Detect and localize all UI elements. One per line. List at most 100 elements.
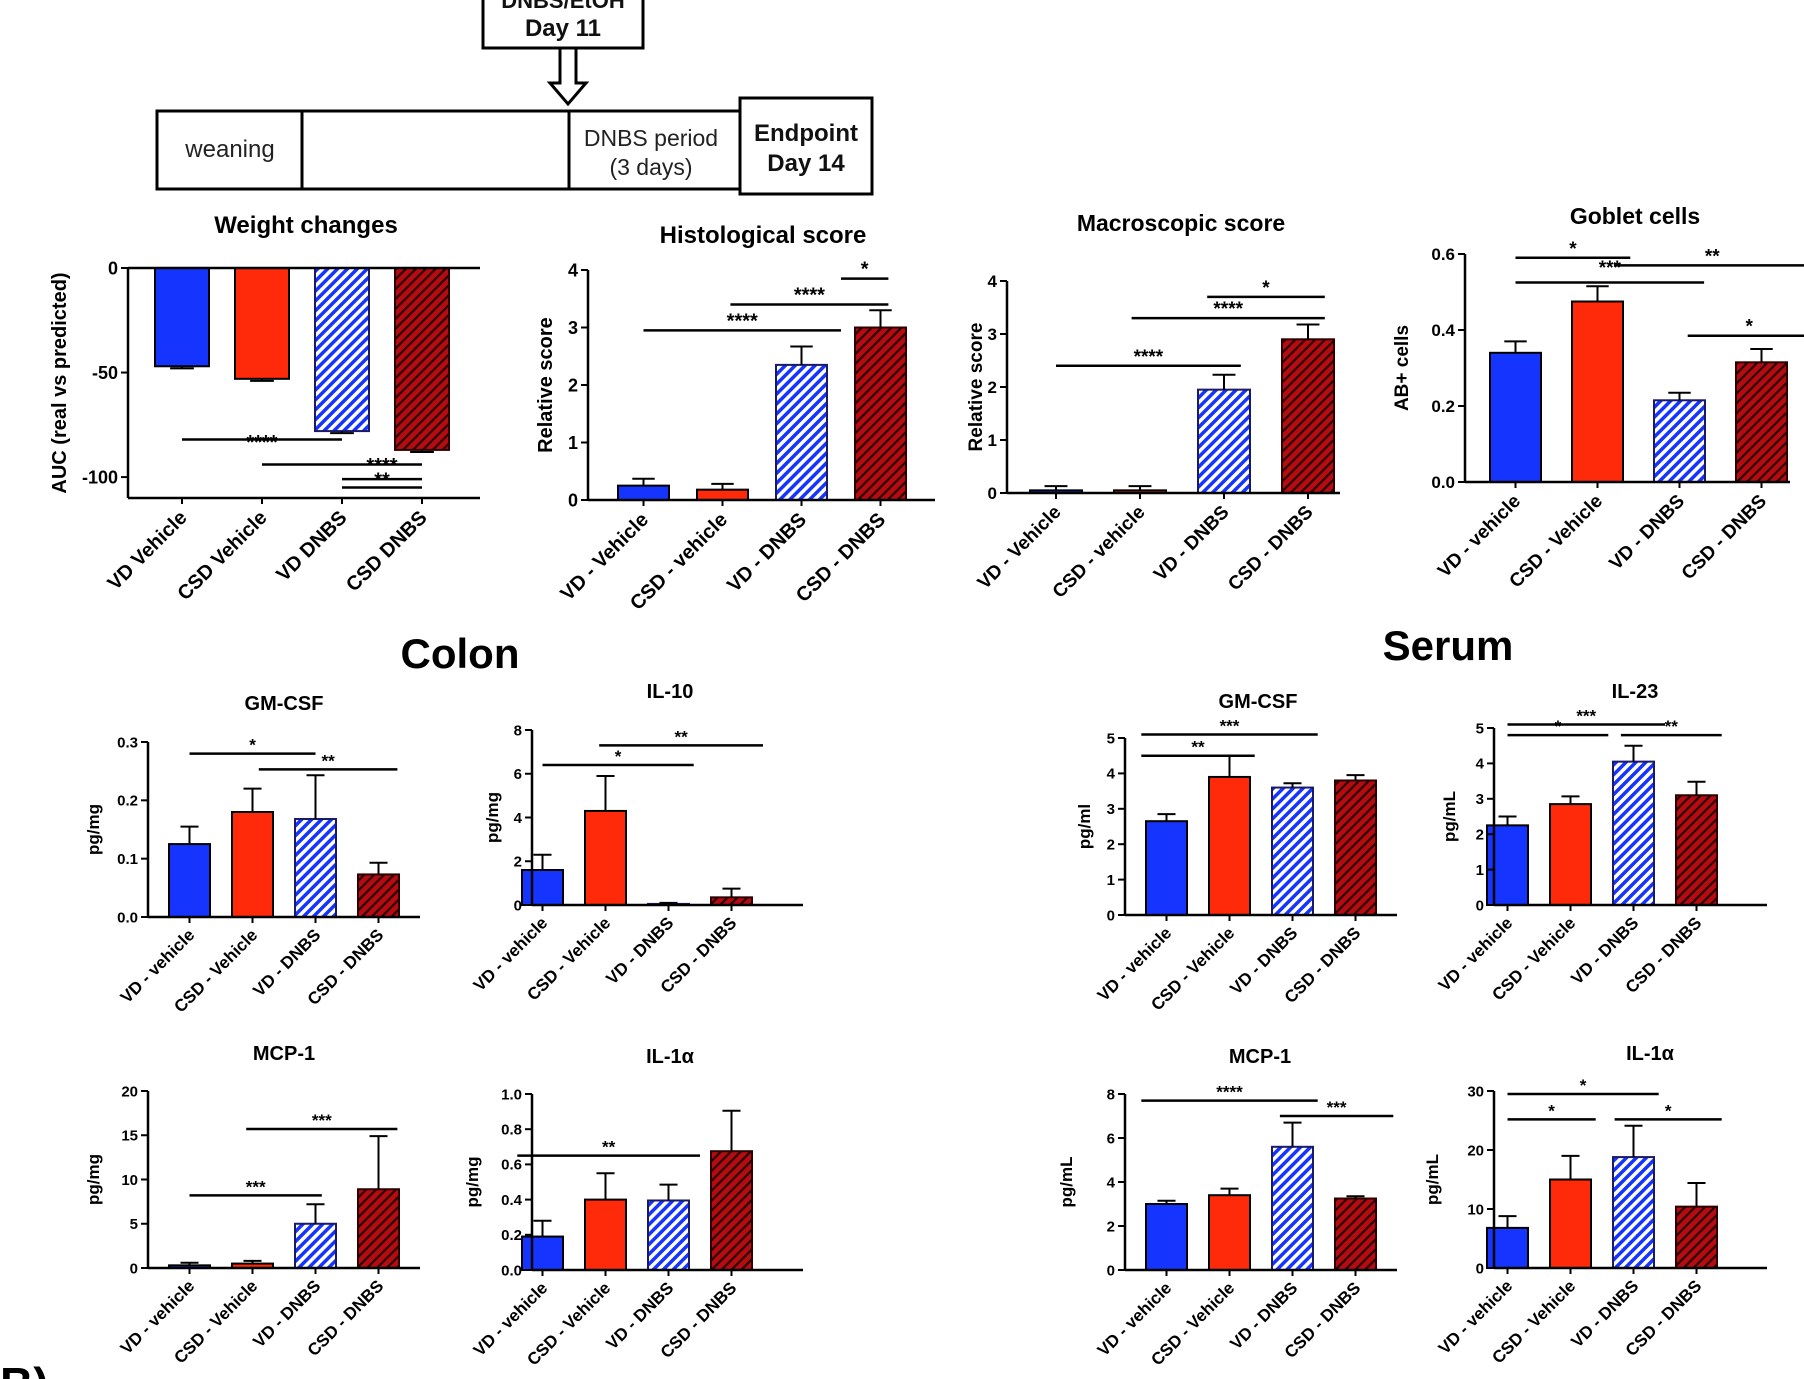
significance-label: * (861, 259, 869, 281)
y-tick-label: 0 (514, 897, 522, 914)
significance-label: * (1665, 1101, 1672, 1120)
y-tick-label: 0 (1107, 1262, 1115, 1279)
significance-label: **** (1134, 347, 1164, 368)
bar (584, 809, 627, 906)
significance-label: ** (1665, 717, 1679, 736)
y-tick-label: 5 (1476, 720, 1484, 737)
significance-label: * (1262, 278, 1270, 299)
y-tick-label: 8 (514, 722, 522, 739)
y-tick-label: 0.0 (1431, 473, 1455, 492)
y-tick-label: 4 (1107, 1174, 1116, 1191)
y-tick-label: 1 (1107, 872, 1115, 889)
bar (1549, 1178, 1592, 1269)
treatment-label: DNBS/EtOH (501, 0, 624, 13)
y-tick-label: 3 (1476, 791, 1484, 808)
y-tick-label: 0.6 (1431, 245, 1455, 264)
y-tick-label: 1 (568, 433, 578, 453)
y-tick-label: 6 (514, 766, 522, 783)
y-tick-label: 0.0 (117, 909, 138, 926)
y-axis-label: Relative score (535, 317, 557, 453)
bar (710, 1150, 753, 1271)
bar (1281, 338, 1335, 494)
bar (234, 267, 290, 380)
significance-label: **** (1213, 299, 1243, 320)
significance-label: ** (602, 1138, 616, 1157)
chart-goblet-cells: Goblet cells AB+ cells 0.0 0.2 0.4 0.6 VD - ve… (1392, 203, 1804, 592)
y-tick-label: 0 (130, 1260, 138, 1277)
bar (647, 1199, 690, 1271)
y-tick-label: 3 (1107, 801, 1115, 818)
y-axis-label: pg/mL (1440, 791, 1459, 842)
significance-label: *** (1599, 258, 1622, 279)
y-tick-label: 15 (121, 1128, 138, 1145)
y-tick-label: 0 (108, 258, 118, 278)
significance-label: * (1569, 239, 1577, 260)
significance-label: **** (1216, 1083, 1243, 1102)
segment-weaning: weaning (184, 136, 274, 163)
y-tick-label: 0.3 (117, 734, 138, 751)
significance-label: ** (374, 470, 390, 492)
significance-label: * (1745, 317, 1753, 338)
y-tick-label: 20 (121, 1083, 138, 1100)
y-axis-label: AUC (real vs predicted) (49, 272, 71, 493)
chart-title: IL-10 (647, 681, 694, 703)
x-tick-label: VD - DNBS (1606, 491, 1690, 575)
chart-title: Histological score (660, 222, 867, 249)
y-tick-label: 0.2 (117, 793, 138, 810)
y-tick-label: 3 (988, 325, 997, 344)
x-tick-label: VD DNBS (272, 507, 351, 586)
section-colon: Colon (401, 630, 520, 677)
significance-label: ** (1705, 246, 1720, 267)
significance-label: * (615, 747, 622, 766)
bar (1489, 351, 1542, 483)
bar (696, 488, 749, 501)
significance-label: **** (246, 432, 277, 454)
x-tick-label: VD - Vehicle (974, 502, 1066, 594)
y-axis-label: pg/mL (1423, 1154, 1442, 1205)
significance-label: * (249, 736, 256, 755)
bar (521, 869, 564, 906)
y-tick-label: 4 (568, 260, 578, 280)
treatment-arrow (546, 46, 590, 107)
significance-label: * (1555, 717, 1562, 736)
bar (1271, 1145, 1314, 1272)
y-axis-label: pg/mg (483, 792, 502, 843)
significance-label: *** (1220, 716, 1240, 735)
y-tick-label: 0.2 (1431, 397, 1455, 416)
x-tick-label: VD - vehicle (1434, 491, 1525, 582)
chart-title: Goblet cells (1570, 203, 1700, 229)
y-tick-label: 0.2 (501, 1227, 522, 1244)
x-tick-label: CSD - DNBS (1224, 502, 1317, 595)
y-tick-label: 2 (1107, 1218, 1115, 1235)
bar (1549, 803, 1592, 906)
y-tick-label: 2 (514, 854, 522, 871)
y-axis-label: pg/mg (463, 1157, 482, 1208)
significance-label: **** (366, 455, 397, 477)
segment-dnbs-days: (3 days) (609, 154, 692, 180)
bar (1197, 388, 1251, 494)
y-tick-label: 1 (988, 431, 997, 450)
bar (521, 1235, 564, 1272)
y-tick-label: 4 (514, 810, 523, 827)
y-axis-label: Relative score (966, 323, 987, 452)
x-tick-label: VD - DNBS (1150, 502, 1234, 586)
bar (1571, 300, 1624, 483)
bar (617, 484, 670, 501)
y-tick-label: 0 (988, 484, 997, 503)
significance-label: *** (246, 1177, 266, 1196)
bar (1271, 786, 1314, 916)
y-tick-label: 0.0 (501, 1262, 522, 1279)
bar (1612, 1156, 1655, 1269)
segment-dnbs-period: DNBS period (584, 125, 718, 151)
timeline-bar (155, 109, 742, 191)
y-tick-label: 20 (1467, 1142, 1484, 1159)
chart-title: MCP-1 (253, 1043, 315, 1065)
y-tick-label: 5 (130, 1216, 138, 1233)
y-tick-label: 0 (1476, 897, 1484, 914)
